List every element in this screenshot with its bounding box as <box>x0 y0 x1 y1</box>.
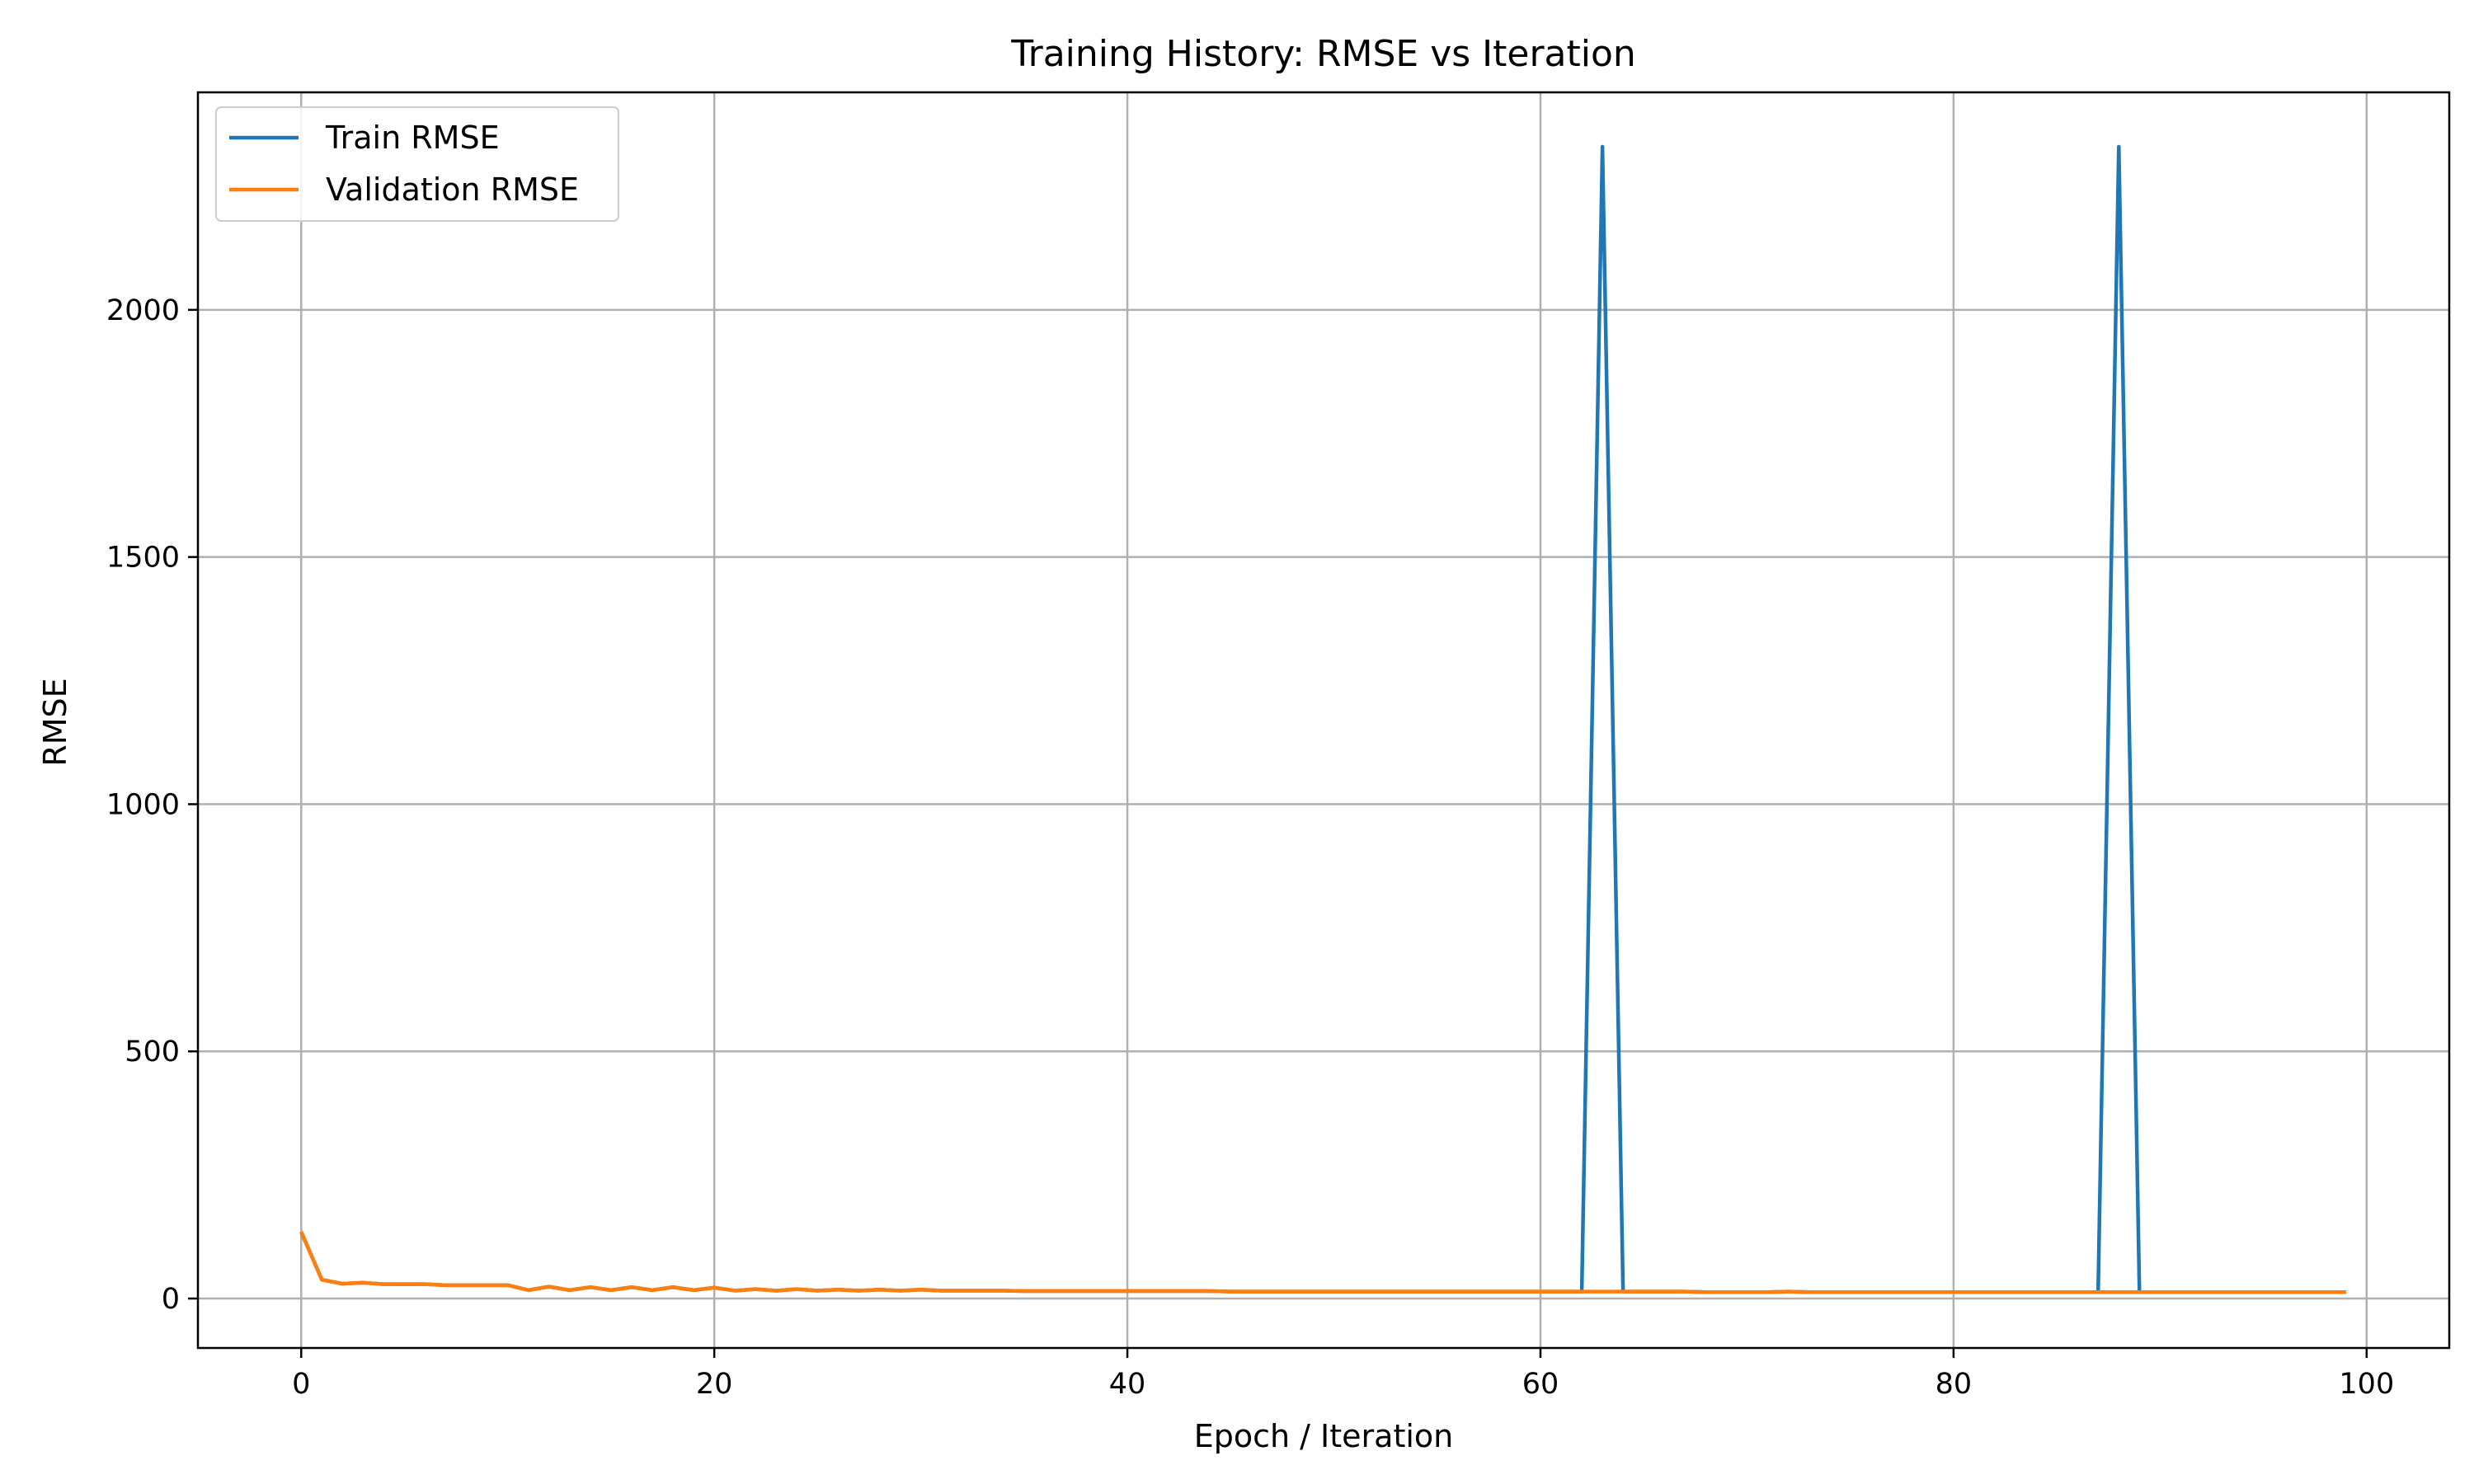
legend-label-validation-rmse: Validation RMSE <box>326 171 579 208</box>
y-tick-label: 1000 <box>106 788 180 821</box>
plot-area-frame <box>196 91 2451 1350</box>
x-tick-label: 0 <box>292 1368 310 1401</box>
series-line-validation-rmse <box>299 1231 2346 1294</box>
y-tick-label: 1500 <box>106 542 180 575</box>
x-tick-label: 20 <box>696 1368 733 1401</box>
y-tick-label: 0 <box>162 1283 180 1316</box>
x-tick-label: 100 <box>2339 1368 2394 1401</box>
chart-title: Training History: RMSE vs Iteration <box>1010 33 1636 75</box>
y-axis-label: RMSE <box>37 678 73 766</box>
y-tick-label: 2000 <box>106 294 180 327</box>
x-axis-label: Epoch / Iteration <box>1194 1418 1454 1454</box>
grid <box>198 92 2449 1348</box>
x-tick-label: 40 <box>1109 1368 1146 1401</box>
y-tick-label: 500 <box>125 1036 180 1068</box>
legend-label-train-rmse: Train RMSE <box>325 120 500 156</box>
y-axis-ticks: 0 500 1000 1500 2000 <box>106 294 198 1316</box>
x-axis-ticks: 0 20 40 60 80 100 <box>292 1348 2394 1401</box>
series-layer <box>299 144 2346 1294</box>
legend-box <box>215 106 619 222</box>
x-tick-label: 80 <box>1935 1368 1973 1401</box>
x-tick-label: 60 <box>1522 1368 1559 1401</box>
legend: Train RMSE Validation RMSE <box>215 106 619 222</box>
